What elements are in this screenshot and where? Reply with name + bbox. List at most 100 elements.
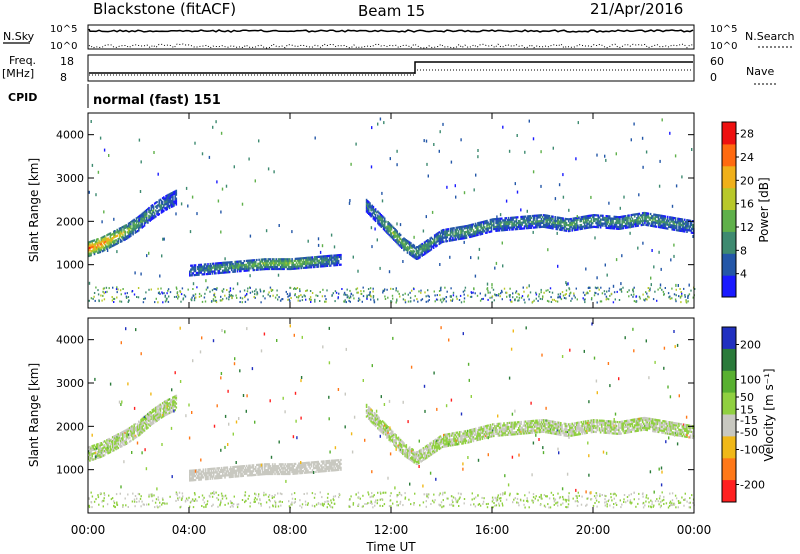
power-cell: [541, 225, 544, 228]
power-cell: [352, 294, 354, 297]
power-cell: [668, 296, 670, 299]
power-cell: [633, 221, 636, 224]
velocity-cell: [304, 465, 307, 468]
power-cell: [504, 217, 506, 220]
power-cell: [425, 295, 427, 298]
power-cell: [193, 299, 196, 302]
power-cell: [294, 259, 297, 262]
velocity-cell: [166, 401, 168, 404]
power-cell: [522, 215, 525, 218]
power-cell: [192, 266, 194, 269]
velocity-cell: [390, 433, 393, 436]
power-cell: [158, 203, 160, 206]
power-cell: [669, 295, 671, 298]
power-cell: [126, 237, 129, 240]
power-cell: [231, 268, 233, 272]
velocity-cell: [251, 466, 254, 469]
power-cell: [496, 229, 498, 232]
power-cell: [674, 154, 677, 158]
power-cell: [387, 230, 389, 233]
power-cell: [526, 209, 528, 213]
power-cell: [449, 233, 452, 236]
power-cell: [436, 232, 438, 235]
power-cell: [582, 219, 585, 222]
power-cell: [605, 222, 608, 225]
power-cell: [424, 250, 427, 253]
velocity-cell: [207, 470, 209, 473]
velocity-cell: [224, 466, 226, 469]
power-cell: [296, 267, 299, 270]
velocity-cell: [226, 474, 229, 477]
power-cell: [111, 240, 114, 244]
power-cell: [142, 217, 145, 220]
velocity-data-layer: [88, 322, 695, 509]
power-cell: [566, 218, 569, 221]
power-cell: [97, 293, 100, 296]
velocity-cell: [402, 445, 404, 448]
velocity-cell: [304, 471, 307, 474]
power-cell: [515, 222, 518, 225]
power-cell: [243, 269, 246, 272]
power-cell: [229, 289, 232, 292]
velocity-cell: [92, 458, 95, 461]
power-cell: [632, 221, 635, 224]
power-cell: [510, 300, 512, 303]
velocity-cell: [289, 469, 291, 472]
power-cell: [595, 222, 597, 225]
power-cell: [674, 226, 677, 230]
velocity-cell: [405, 444, 408, 447]
power-cell: [228, 267, 231, 270]
power-cell: [607, 298, 610, 301]
power-cell: [98, 241, 100, 244]
power-cell: [628, 222, 630, 225]
power-cell: [607, 217, 610, 220]
power-cell: [160, 205, 163, 208]
velocity-cell: [395, 438, 397, 441]
power-cell: [155, 205, 157, 208]
velocity-cell: [156, 415, 158, 418]
power-cell: [392, 297, 394, 300]
velocity-cell: [326, 467, 329, 470]
velocity-cell: [315, 470, 317, 473]
power-cell: [296, 296, 298, 299]
velocity-cell: [197, 476, 199, 479]
power-cell: [127, 236, 130, 239]
power-cell: [412, 249, 414, 252]
power-cell: [583, 227, 586, 230]
power-cell: [374, 227, 376, 231]
velocity-cell: [215, 471, 217, 474]
power-cell: [524, 221, 527, 224]
power-cell: [436, 240, 438, 243]
power-cell: [679, 223, 681, 226]
power-cell: [408, 253, 411, 256]
power-cell: [224, 294, 226, 297]
power-cell: [556, 216, 559, 219]
power-cell: [390, 224, 393, 227]
power-cell: [150, 288, 152, 291]
velocity-cell: [149, 412, 151, 416]
power-cell: [220, 295, 222, 298]
power-cell: [655, 225, 658, 228]
power-cell: [175, 203, 178, 206]
velocity-cell: [258, 463, 260, 466]
velocity-cell: [229, 468, 232, 471]
power-cell: [595, 218, 597, 221]
power-cell: [498, 293, 500, 295]
velocity-cell: [96, 453, 98, 456]
power-cell: [175, 191, 178, 194]
power-cell: [507, 218, 510, 222]
power-cell: [439, 234, 442, 237]
velocity-cell: [220, 470, 223, 473]
power-cell: [468, 232, 470, 235]
power-cell: [677, 229, 679, 232]
power-cell: [621, 217, 623, 220]
power-cell: [633, 213, 636, 216]
power-cell: [460, 227, 462, 231]
power-cell: [169, 204, 172, 207]
power-cell: [555, 300, 557, 303]
power-cell: [558, 220, 561, 223]
velocity-cell: [167, 404, 170, 407]
power-cell: [665, 221, 668, 224]
velocity-cell: [204, 472, 207, 475]
power-cell: [315, 261, 317, 265]
